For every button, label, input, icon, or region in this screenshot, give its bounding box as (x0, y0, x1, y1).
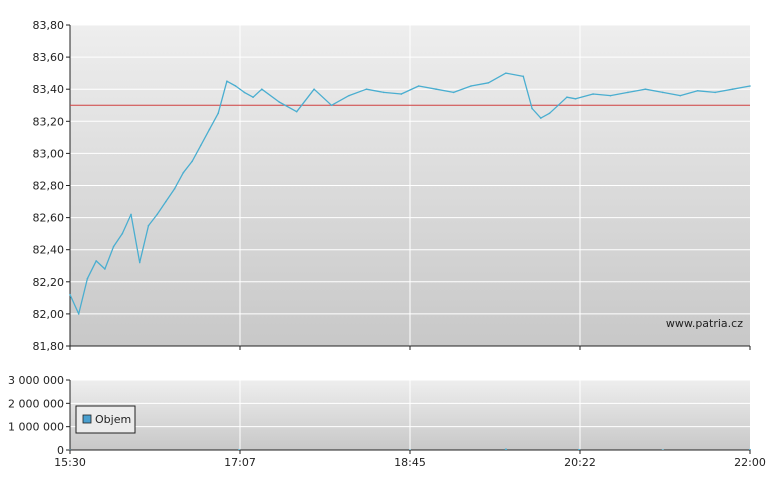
volume-bar (238, 449, 241, 450)
price-y-tick-label: 82,20 (33, 276, 65, 289)
volume-y-tick-label: 2 000 000 (8, 397, 64, 410)
x-tick-label: 18:45 (394, 456, 426, 469)
price-data-point (609, 94, 612, 97)
price-data-point (313, 88, 315, 90)
price-data-point (243, 91, 246, 94)
price-data-point (731, 88, 734, 90)
price-data-point (452, 91, 455, 94)
price-data-point (130, 213, 132, 216)
volume-y-tick-label: 0 (57, 444, 64, 457)
x-axis: 15:30 17:07 18:45 20:22 22:00 (54, 346, 766, 469)
price-data-point (592, 93, 594, 95)
volume-bar (578, 449, 581, 450)
price-data-point (470, 85, 472, 87)
price-data-point (566, 96, 568, 99)
price-data-point (539, 117, 542, 119)
price-data-point (252, 96, 254, 99)
legend-label: Objem (95, 413, 131, 426)
price-data-point (644, 88, 647, 90)
price-data-point (208, 128, 211, 131)
volume-bar (69, 449, 71, 451)
price-data-point (121, 232, 124, 235)
price-data-point (383, 91, 385, 94)
price-data-point (348, 94, 350, 97)
price-data-point (260, 88, 263, 90)
volume-bar (749, 449, 751, 450)
price-data-point (95, 260, 97, 262)
price-data-point (156, 213, 158, 216)
price-y-tick-label: 83,00 (33, 147, 65, 160)
price-data-point (487, 81, 490, 84)
price-data-point (714, 91, 716, 94)
x-tick-label: 20:22 (564, 456, 596, 469)
price-data-point (627, 91, 629, 94)
price-y-tick-label: 81,80 (33, 340, 65, 353)
price-data-point (505, 72, 507, 74)
volume-bar (504, 448, 507, 450)
price-data-point (574, 98, 577, 100)
price-data-point (173, 187, 176, 190)
price-y-tick-label: 82,80 (33, 180, 65, 193)
price-data-point (531, 107, 533, 110)
price-data-point (112, 245, 115, 248)
price-data-point (226, 80, 228, 82)
price-data-point (77, 313, 80, 315)
price-data-point (522, 75, 525, 78)
price-data-point (217, 112, 220, 115)
price-panel: 81,80 82,00 82,20 82,40 82,60 82,80 83,00 83,20… (33, 19, 751, 353)
price-data-point (696, 90, 699, 92)
price-data-point (749, 85, 751, 87)
price-data-point (138, 261, 141, 264)
price-data-point (435, 88, 437, 90)
watermark-text: www.patria.cz (666, 317, 743, 330)
price-data-point (679, 94, 682, 97)
price-data-point (182, 171, 185, 174)
volume-y-tick-label: 3 000 000 (8, 374, 64, 387)
price-data-point (199, 144, 202, 147)
volume-bar (409, 449, 411, 451)
price-data-point (662, 91, 664, 94)
price-data-point (330, 104, 333, 107)
price-data-point (69, 293, 71, 296)
price-data-point (400, 93, 403, 95)
price-y-tick-label: 83,60 (33, 51, 65, 64)
volume-y-tick-label: 1 000 000 (8, 421, 64, 434)
x-tick-label: 17:07 (224, 456, 256, 469)
price-series-line (69, 72, 751, 315)
price-y-tick-label: 83,20 (33, 115, 65, 128)
price-data-point (365, 88, 368, 90)
x-tick-label: 15:30 (54, 456, 86, 469)
volume-legend: Objem (75, 405, 136, 434)
price-data-point (548, 112, 551, 115)
price-y-tick-label: 83,40 (33, 83, 65, 96)
price-data-point (278, 101, 281, 103)
price-y-tick-label: 82,60 (33, 212, 65, 225)
price-data-point (104, 268, 106, 270)
price-data-point (417, 85, 420, 87)
price-data-point (557, 104, 560, 107)
price-y-tick-label: 83,80 (33, 19, 65, 32)
price-data-point (295, 110, 298, 113)
legend-swatch (82, 414, 92, 424)
volume-panel: 0 1 000 000 2 000 000 3 000 000 Objem (8, 374, 751, 457)
price-data-point (147, 224, 150, 227)
x-tick-label: 22:00 (734, 456, 766, 469)
price-data-point (234, 85, 237, 87)
price-data-point (191, 160, 193, 163)
price-y-tick-label: 82,40 (33, 244, 65, 257)
price-y-tick-label: 82,00 (33, 308, 65, 321)
price-data-point (86, 277, 89, 280)
volume-bar (661, 449, 664, 450)
price-data-point (165, 200, 167, 203)
